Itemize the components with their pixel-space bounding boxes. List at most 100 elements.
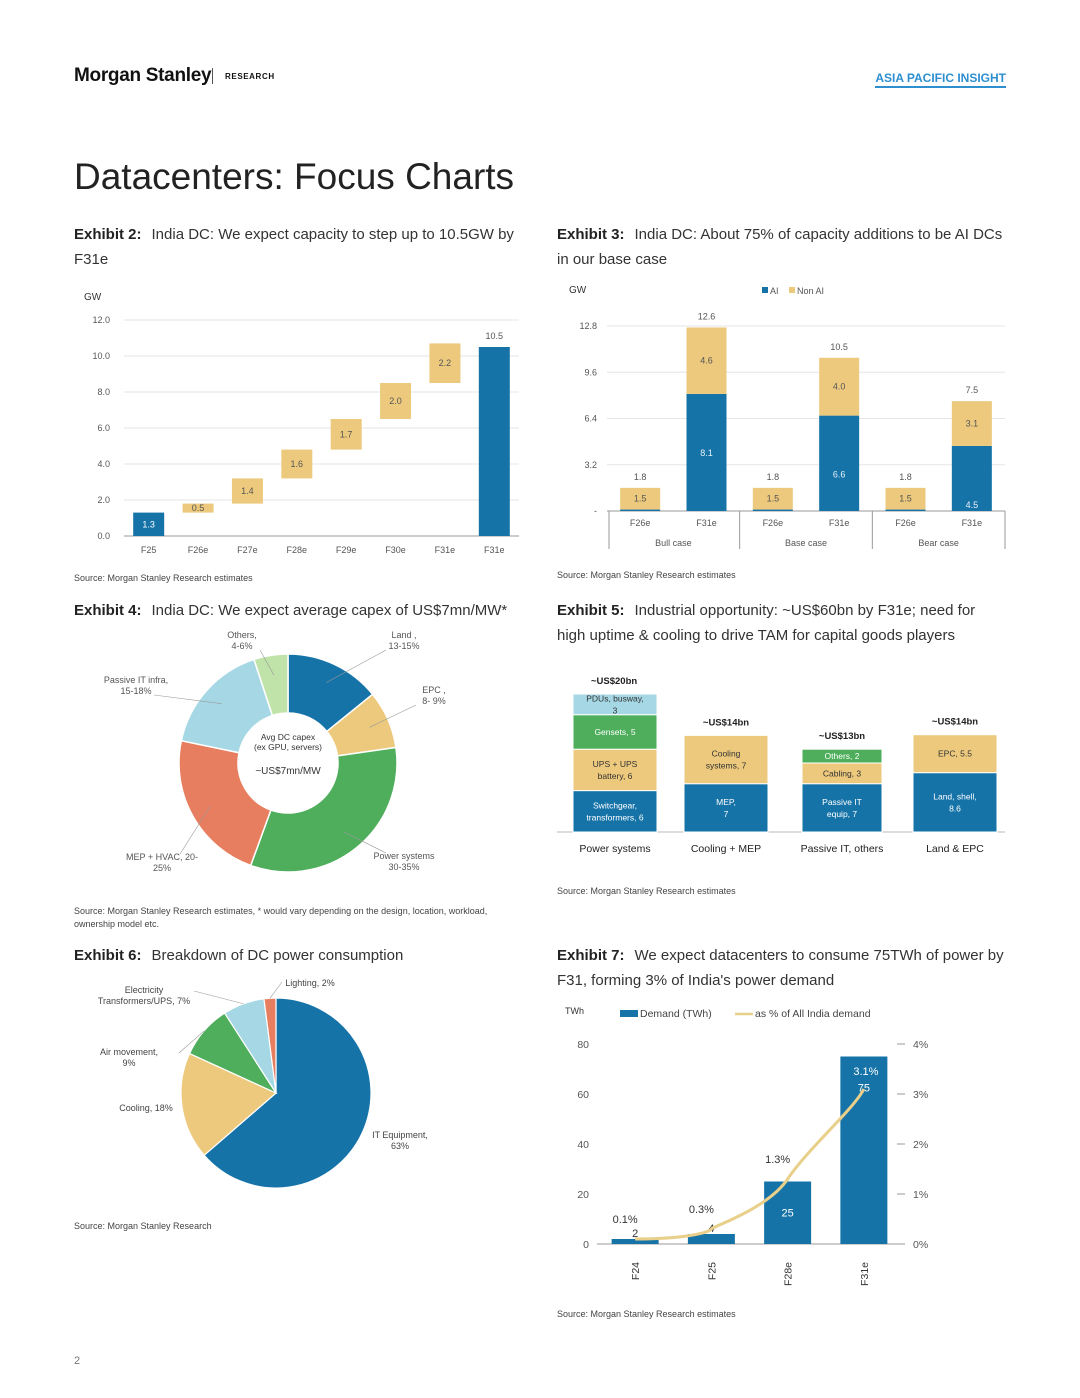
y-tick-label: 0	[583, 1239, 589, 1251]
x-category-label: Passive IT, others	[801, 843, 884, 855]
y-tick-label: 80	[577, 1039, 589, 1051]
line-data-label: 1.3%	[765, 1154, 790, 1166]
data-label: 1.4	[241, 486, 254, 496]
y-tick-label: 2.0	[97, 495, 110, 505]
bar-segment	[683, 783, 769, 833]
exhibit-3-source: Source: Morgan Stanley Research estimate…	[557, 570, 736, 580]
data-label: 4.6	[700, 356, 713, 366]
leader-line	[343, 831, 387, 854]
y2-tick-label: 2%	[913, 1139, 928, 1151]
y-tick-label: 6.4	[584, 414, 597, 424]
x-tick-label: F31e	[859, 1262, 871, 1286]
bar-segment	[912, 772, 998, 833]
x-tick-label: F31e	[696, 518, 717, 528]
exhibit-4-source: Source: Morgan Stanley Research estimate…	[74, 906, 488, 929]
legend-label: Demand (TWh)	[640, 1008, 712, 1020]
x-tick-label: F31e	[435, 545, 456, 555]
slice-label: 13-15%	[388, 641, 419, 651]
total-label: 10.5	[830, 342, 848, 352]
exhibit-title-text: Industrial opportunity: ~US$60bn by F31e…	[557, 602, 976, 644]
line-data-label: 0.1%	[613, 1214, 638, 1226]
group-label: Bull case	[655, 538, 692, 548]
bar	[764, 1181, 812, 1244]
segment-label: EPC, 5.5	[938, 749, 972, 759]
leader-line	[369, 704, 417, 728]
exhibit-label: Exhibit 3:	[557, 226, 625, 243]
brand-divider	[212, 68, 213, 84]
data-label: 6.6	[833, 470, 846, 480]
segment-label: UPS + UPS	[593, 759, 638, 769]
exhibit-7-title: Exhibit 7: We expect datacenters to consu…	[557, 943, 1007, 993]
total-label: ~US$14bn	[932, 717, 978, 728]
leader-line	[179, 806, 211, 855]
exhibit-7-source: Source: Morgan Stanley Research estimate…	[557, 1309, 736, 1319]
y-tick-label: 12.8	[579, 321, 597, 331]
slice-label: 4-6%	[231, 641, 252, 651]
y2-tick-label: 1%	[913, 1189, 928, 1201]
slice-label: 25%	[153, 863, 171, 873]
x-tick-label: F31e	[962, 518, 983, 528]
exhibit-label: Exhibit 6:	[74, 947, 142, 964]
segment-label: Passive IT	[822, 797, 862, 807]
data-label: 0.5	[192, 503, 205, 513]
share-line	[635, 1088, 866, 1241]
donut-slice	[249, 746, 398, 873]
segment-label: equip, 7	[827, 809, 858, 819]
legend-label: Non AI	[797, 286, 824, 296]
exhibit-2-chart: GW 0.0 2.0 4.0 6.0 8.0 10.0 12.0 1.3 F25 0.5 F26e 1.…	[84, 292, 519, 555]
leader-line	[153, 694, 222, 704]
legend-label: AI	[770, 286, 779, 296]
total-label: 7.5	[966, 385, 979, 395]
slice-label: Air movement,	[100, 1047, 158, 1057]
segment-label: PDUs, busway,	[586, 693, 643, 703]
y-tick-label: 9.6	[584, 367, 597, 377]
pie-slice	[180, 1052, 278, 1157]
bar-segment	[620, 509, 661, 511]
data-label: 3.1	[966, 419, 979, 429]
y-axis-title: GW	[84, 292, 102, 303]
series-name: ASIA PACIFIC INSIGHT	[875, 71, 1006, 88]
bar	[429, 343, 461, 383]
data-label: 1.5	[767, 494, 780, 504]
segment-label: battery, 6	[598, 771, 633, 781]
data-label: 25	[782, 1208, 794, 1220]
legend-swatch-ai	[762, 287, 768, 293]
legend-label: as % of All India demand	[755, 1008, 871, 1020]
data-label: 1.5	[634, 494, 647, 504]
donut-slice	[180, 658, 274, 754]
y-tick-label: 3.2	[584, 460, 597, 470]
exhibit-title-text: India DC: We expect capacity to step up …	[74, 226, 514, 268]
exhibit-title-text: India DC: About 75% of capacity addition…	[557, 226, 1003, 268]
bar	[840, 1056, 888, 1244]
total-label: ~US$13bn	[819, 731, 865, 742]
data-label: 4.0	[833, 382, 846, 392]
bar-segment	[912, 734, 998, 774]
slice-label: IT Equipment,	[372, 1130, 428, 1140]
bar-segment	[819, 415, 860, 511]
slice-label: Land ,	[391, 630, 416, 640]
x-tick-label: F25	[141, 545, 157, 555]
data-label: 2.0	[389, 396, 402, 406]
y2-tick-label: 3%	[913, 1089, 928, 1101]
exhibit-6-chart: IT Equipment,63% Cooling, 18% Air movement…	[98, 978, 428, 1189]
bar-segment	[620, 487, 661, 510]
exhibit-2-title: Exhibit 2: India DC: We expect capacity t…	[74, 222, 514, 272]
slice-label: Others,	[227, 630, 257, 640]
bar	[611, 1239, 659, 1244]
bar	[330, 419, 362, 450]
page-title: Datacenters: Focus Charts	[74, 156, 515, 197]
data-label: 1.7	[340, 429, 353, 439]
legend-swatch-demand	[620, 1010, 638, 1017]
exhibit-2-source: Source: Morgan Stanley Research estimate…	[74, 573, 253, 583]
exhibit-5-chart: Switchgear, transformers, 6 UPS + UPS batte…	[557, 676, 1005, 855]
y-tick-label: 60	[577, 1089, 589, 1101]
bar-segment	[752, 509, 793, 511]
exhibit-3-title: Exhibit 3: India DC: About 75% of capacit…	[557, 222, 1007, 272]
segment-label: Cabling, 3	[823, 768, 862, 778]
total-label: 1.8	[899, 472, 912, 482]
y2-tick-label: 0%	[913, 1239, 928, 1251]
slice-label: Transformers/UPS, 7%	[98, 996, 190, 1006]
x-tick-label: F26e	[630, 518, 651, 528]
x-tick-label: F24	[630, 1262, 642, 1280]
slice-label: MEP + HVAC, 20-	[126, 852, 198, 862]
